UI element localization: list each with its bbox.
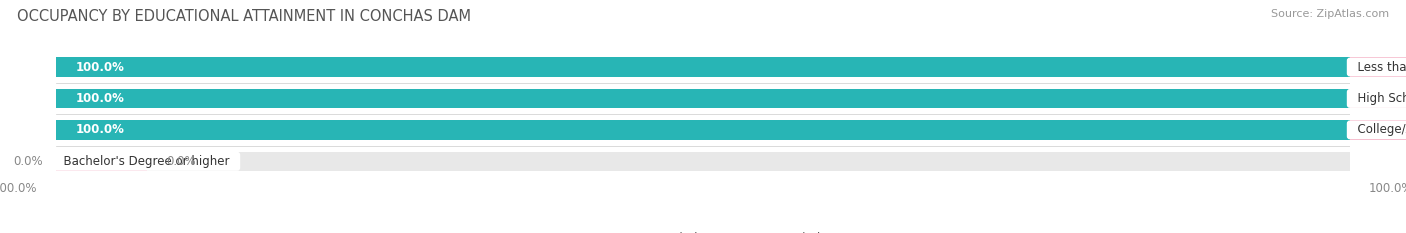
- Text: 100.0%: 100.0%: [76, 61, 125, 74]
- Text: 0.0%: 0.0%: [166, 155, 195, 168]
- Text: Source: ZipAtlas.com: Source: ZipAtlas.com: [1271, 9, 1389, 19]
- Bar: [56, 120, 1350, 140]
- Text: College/Associate Degree: College/Associate Degree: [1350, 123, 1406, 136]
- Legend: Owner-occupied, Renter-occupied: Owner-occupied, Renter-occupied: [579, 228, 827, 233]
- Bar: [56, 89, 1350, 108]
- Text: 100.0%: 100.0%: [1369, 182, 1406, 195]
- Bar: [56, 152, 1350, 171]
- Text: OCCUPANCY BY EDUCATIONAL ATTAINMENT IN CONCHAS DAM: OCCUPANCY BY EDUCATIONAL ATTAINMENT IN C…: [17, 9, 471, 24]
- Text: 100.0%: 100.0%: [0, 182, 37, 195]
- Bar: [56, 57, 1350, 77]
- Text: Less than High School: Less than High School: [1350, 61, 1406, 74]
- Bar: [56, 57, 1350, 77]
- Bar: [1350, 89, 1406, 108]
- Text: High School Diploma: High School Diploma: [1350, 92, 1406, 105]
- Bar: [1350, 57, 1406, 77]
- Text: 0.0%: 0.0%: [14, 155, 44, 168]
- Bar: [56, 120, 1350, 140]
- Text: Bachelor's Degree or higher: Bachelor's Degree or higher: [56, 155, 238, 168]
- Bar: [56, 152, 146, 171]
- Text: 100.0%: 100.0%: [76, 123, 125, 136]
- Bar: [1350, 120, 1406, 140]
- Bar: [56, 89, 1350, 108]
- Text: 100.0%: 100.0%: [76, 92, 125, 105]
